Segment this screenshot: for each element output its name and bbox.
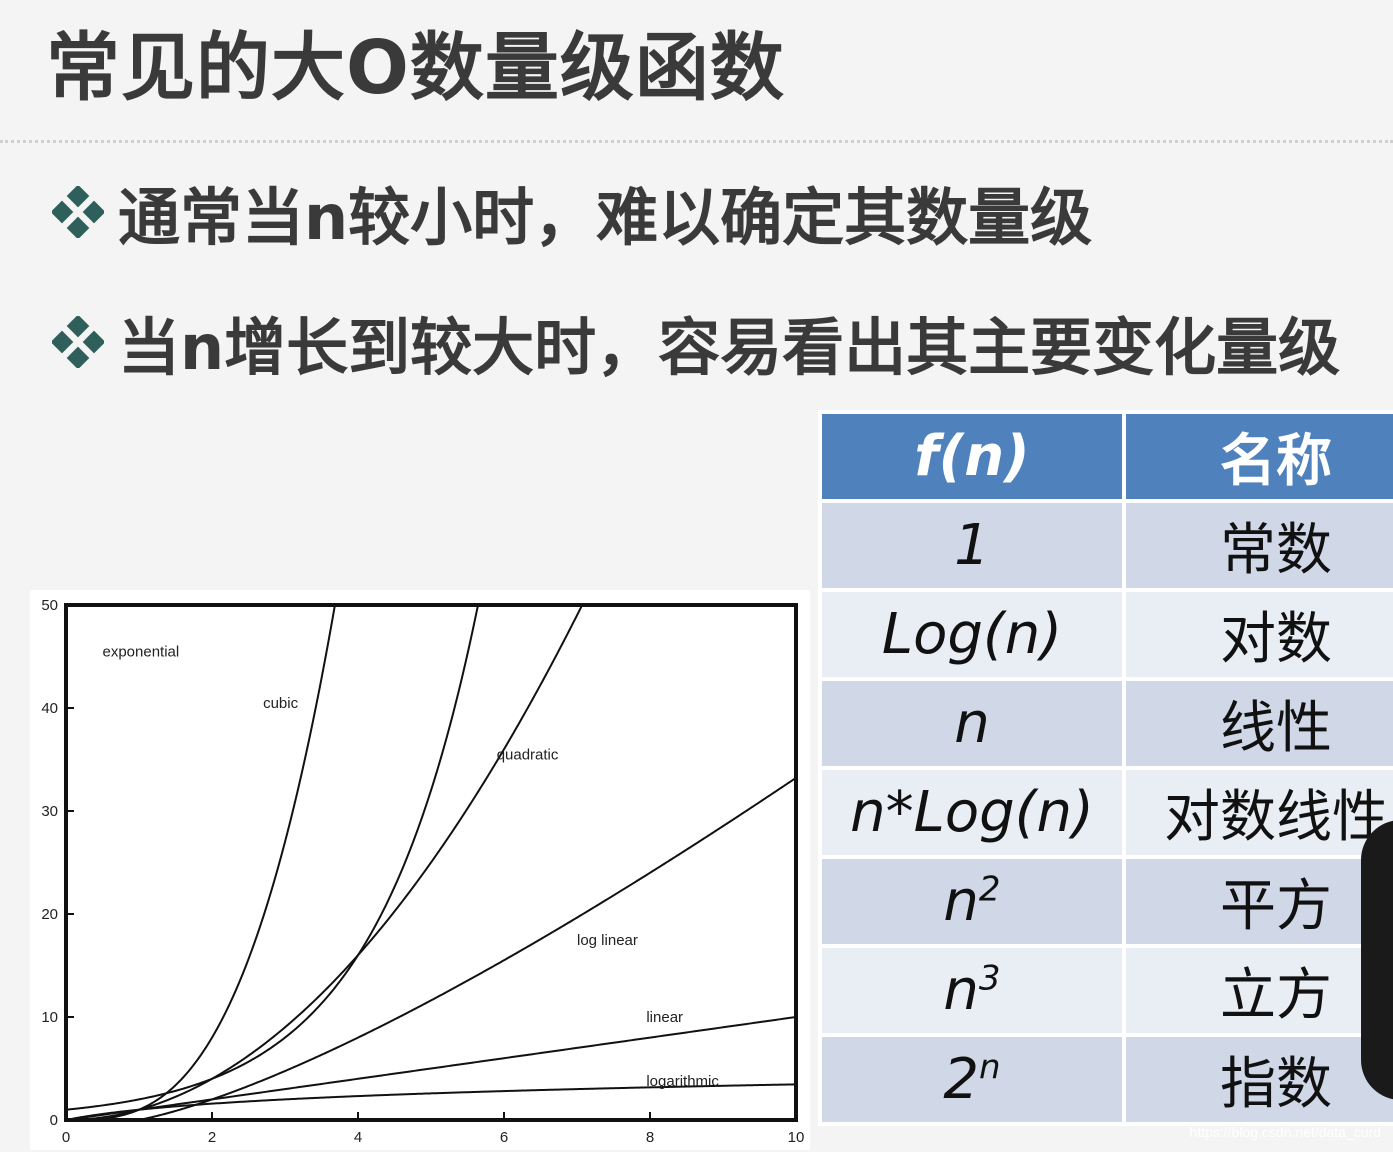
series-label: linear [646, 1009, 683, 1026]
table-cell-name: 平方 [1122, 855, 1393, 948]
bullet-item: 当n增长到较大时，容易看出其主要变化量级 [52, 302, 1378, 394]
fn-text: 1 [954, 513, 990, 578]
x-tick-label: 2 [208, 1129, 216, 1146]
x-tick-label: 0 [62, 1129, 70, 1146]
series-line-linear [66, 1016, 796, 1120]
presenter-silhouette [1361, 820, 1393, 1100]
plot-frame [64, 603, 798, 1122]
fn-text: Log(n) [881, 602, 1063, 667]
growth-chart: exponential cubic quadratic log linear linea… [30, 590, 810, 1150]
diamond-bullet-icon [52, 186, 104, 238]
fn-exponent: n [979, 1047, 1001, 1088]
series-line-logarithmic [66, 1083, 796, 1120]
table-row: Log(n) 对数 [818, 588, 1393, 681]
function-table: f(n) 名称 1 常数 Log(n) 对数 n 线性 n*Log(n) 对数线性 n2 平方 n3… [818, 410, 1393, 1152]
y-tick-label: 30 [41, 803, 58, 820]
y-tick-label: 0 [50, 1112, 58, 1129]
diamond-bullet-icon [52, 316, 104, 368]
header-fn: f(n) [818, 410, 1126, 503]
fn-exponent: 2 [978, 869, 1001, 910]
table-row: n3 立方 [818, 944, 1393, 1037]
table-row: 1 常数 [818, 499, 1393, 592]
bullet-text: 通常当n较小时，难以确定其数量级 [118, 181, 1093, 254]
bullet-text: 当n增长到较大时，容易看出其主要变化量级 [118, 311, 1341, 384]
fn-text: n [943, 869, 979, 934]
table-header-row: f(n) 名称 [818, 410, 1393, 503]
y-tick-label: 20 [41, 906, 58, 923]
fn-text: n [943, 958, 979, 1023]
chart-background [30, 590, 810, 1150]
fn-text: 2 [943, 1047, 980, 1112]
table-cell-fn: n2 [818, 855, 1126, 948]
watermark: https://blog.csdn.net/data_curd [1189, 1124, 1381, 1140]
bullet-item: 通常当n较小时，难以确定其数量级 [52, 172, 1378, 264]
series-label: logarithmic [646, 1073, 719, 1090]
table-cell-name: 对数 [1122, 588, 1393, 681]
table-cell-fn: n3 [818, 944, 1126, 1037]
series-label: cubic [263, 695, 299, 712]
table-cell-fn: n [818, 677, 1126, 770]
header-name: 名称 [1122, 410, 1393, 503]
series-line-quadratic [66, 605, 584, 1120]
x-tick-label: 6 [500, 1129, 508, 1146]
series-label: exponential [103, 644, 180, 661]
table-cell-name: 立方 [1122, 944, 1393, 1037]
fn-exponent: 3 [978, 958, 1001, 999]
table-cell-name: 指数 [1122, 1033, 1393, 1126]
fn-text: n [954, 691, 990, 756]
table-cell-name: 对数线性 [1122, 766, 1393, 859]
series-line-log-linear [66, 777, 796, 1120]
y-tick-label: 50 [41, 597, 58, 614]
series-line-cubic [66, 605, 336, 1120]
series-label: quadratic [497, 747, 559, 764]
series-line-exponential [66, 605, 480, 1111]
y-tick-label: 10 [41, 1009, 58, 1026]
table-cell-name: 线性 [1122, 677, 1393, 770]
table-row: n 线性 [818, 677, 1393, 770]
slide-title: 常见的大O数量级函数 [46, 25, 785, 111]
table-row: 2n 指数 [818, 1033, 1393, 1126]
series-label: log linear [577, 932, 638, 949]
table-cell-name: 常数 [1122, 499, 1393, 592]
table-cell-fn: Log(n) [818, 588, 1126, 681]
x-tick-label: 4 [354, 1129, 362, 1146]
title-divider [0, 140, 1393, 143]
x-tick-label: 8 [646, 1129, 654, 1146]
table-row: n*Log(n) 对数线性 [818, 766, 1393, 859]
y-tick-label: 40 [41, 700, 58, 717]
table-cell-fn: n*Log(n) [818, 766, 1126, 859]
table-cell-fn: 2n [818, 1033, 1126, 1126]
x-tick-label: 10 [788, 1129, 805, 1146]
table-row: n2 平方 [818, 855, 1393, 948]
fn-text: n*Log(n) [850, 780, 1094, 845]
table-cell-fn: 1 [818, 499, 1126, 592]
